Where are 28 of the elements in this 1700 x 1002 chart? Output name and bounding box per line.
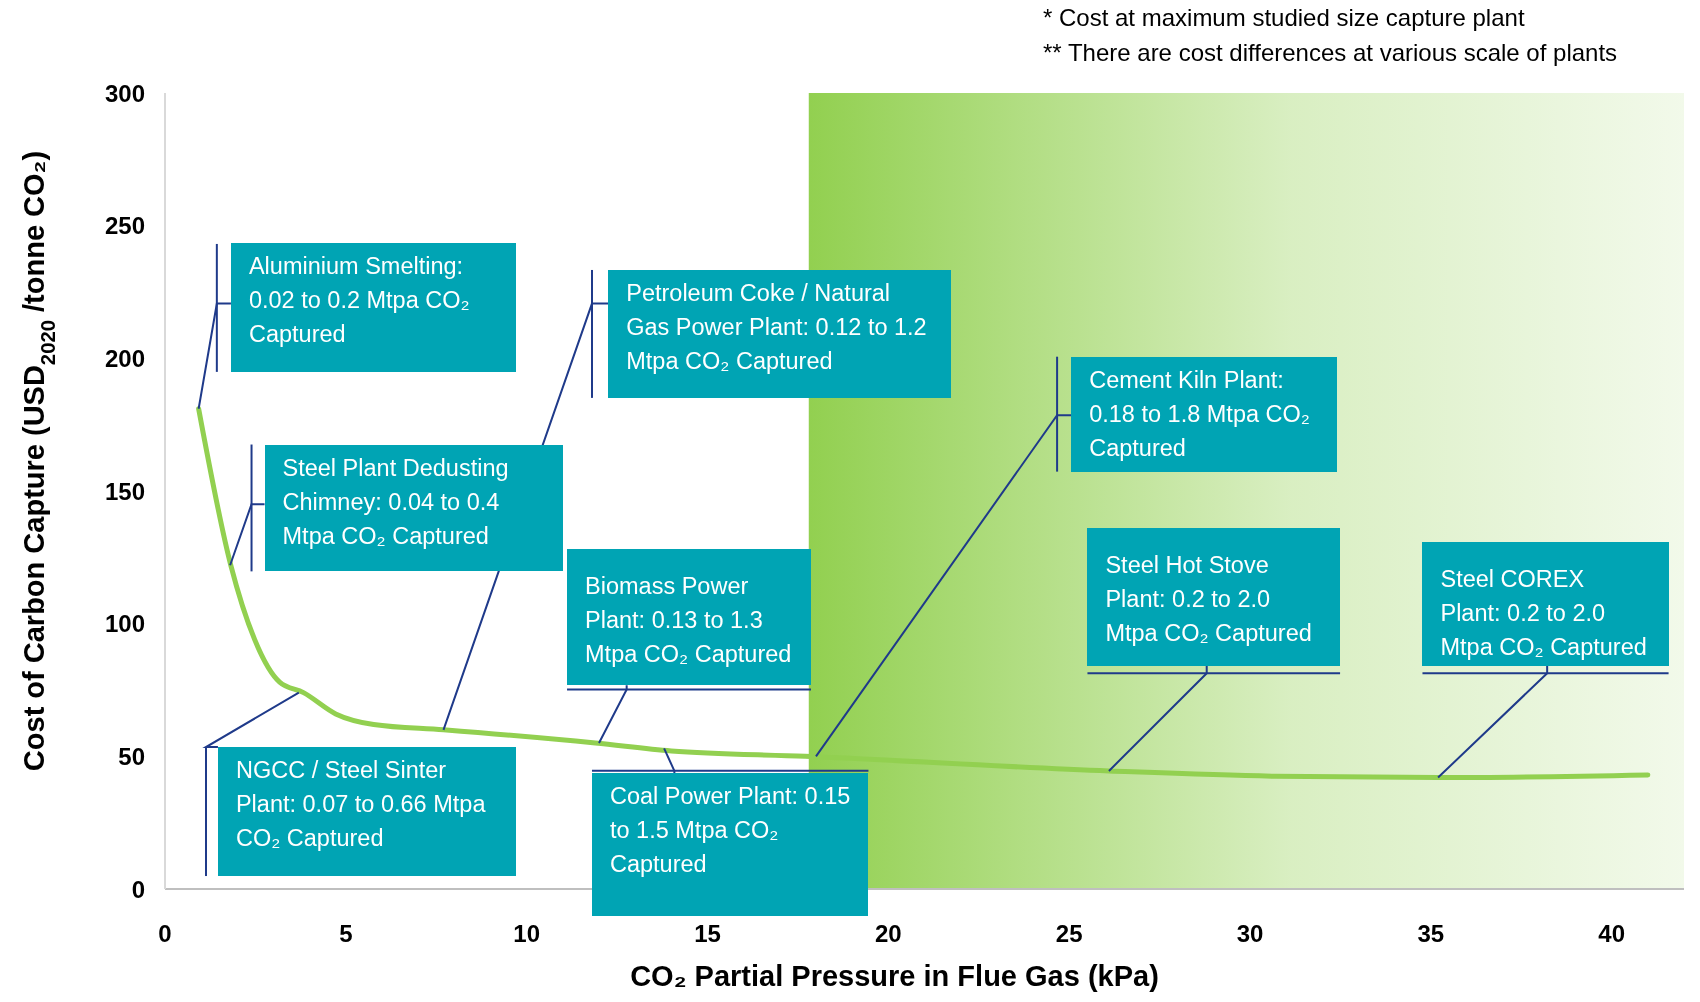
annotation: Aluminium Smelting: 0.02 to 0.2 Mtpa CO₂ Captured — [230, 242, 517, 372]
x-tick-label: 40 — [1598, 920, 1626, 948]
annotation: Steel Hot Stove Plant: 0.2 to 2.0 Mtpa CO₂ Captured — [1087, 528, 1341, 666]
annotation: Steel Plant Dedusting Chimney: 0.04 to 0.4 Mtpa CO₂ Captured — [264, 444, 563, 572]
x-tick-label: 5 — [339, 920, 353, 948]
x-tick-label: 35 — [1417, 920, 1445, 948]
x-tick-label: 30 — [1236, 920, 1264, 948]
x-tick-label: 10 — [513, 920, 541, 948]
x-axis-title: CO₂ Partial Pressure in Flue Gas (kPa) — [630, 960, 1159, 992]
y-tick-label: 150 — [104, 477, 145, 505]
x-tick-label: 15 — [694, 920, 721, 948]
annotation: Steel COREX Plant: 0.2 to 2.0 Mtpa CO₂ Captured — [1422, 542, 1669, 666]
x-tick-label: 25 — [1055, 920, 1083, 948]
y-tick-label: 250 — [104, 212, 145, 240]
annotation: Biomass Power Plant: 0.13 to 1.3 Mtpa CO₂ Captured — [567, 548, 811, 686]
annotation: Coal Power Plant: 0.15 to 1.5 Mtpa CO₂ Captured — [591, 773, 869, 917]
x-tick-label: 20 — [874, 920, 902, 948]
y-tick-label: 200 — [104, 344, 145, 372]
text: * Cost at maximum studied size capture plant — [1043, 4, 1525, 33]
y-tick-label: 50 — [118, 742, 145, 770]
annotation: Petroleum Coke / Natural Gas Power Plant: 0.12 to 1.2 Mtpa CO₂ Captured — [608, 269, 951, 398]
text: ** There are cost differences at various scale of plants — [1043, 39, 1618, 68]
x-tick-label: 0 — [158, 920, 172, 948]
y-tick-label: 300 — [104, 79, 145, 107]
annotation: Cement Kiln Plant: 0.18 to 1.8 Mtpa CO₂ Captured — [1071, 356, 1337, 472]
annotation: NGCC / Steel Sinter Plant: 0.07 to 0.66 Mtpa CO₂ Captured — [217, 747, 517, 877]
y-tick-label: 0 — [131, 875, 145, 903]
y-tick-label: 100 — [104, 610, 145, 638]
